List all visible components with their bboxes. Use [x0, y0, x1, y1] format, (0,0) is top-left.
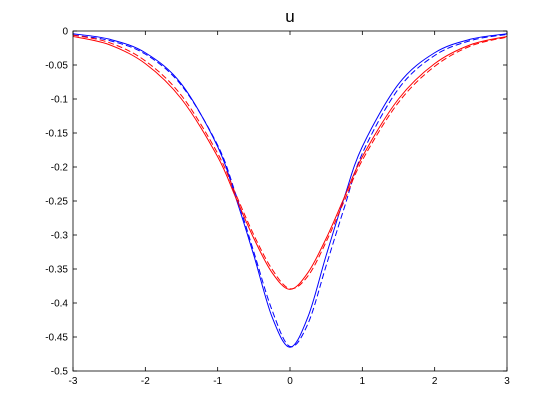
series-line-3: [72, 34, 508, 290]
y-tick-label: -0.2: [51, 163, 69, 174]
x-tick-label: 1: [360, 376, 366, 387]
y-tick-label: -0.3: [51, 231, 69, 242]
y-tick-label: 0: [62, 27, 68, 38]
x-axis-ticks: -3 -2 -1 0 1 2 3: [69, 31, 510, 387]
y-tick-label: -0.25: [45, 197, 68, 208]
y-tick-label: -0.45: [45, 333, 68, 344]
series-line-2: [72, 35, 508, 290]
y-tick-label: -0.1: [51, 95, 69, 106]
x-tick-label: -2: [141, 376, 150, 387]
plot-background: [73, 31, 507, 371]
y-tick-label: -0.4: [51, 299, 69, 310]
x-tick-label: 3: [504, 376, 510, 387]
y-axis-ticks: 0 -0.05 -0.1 -0.15 -0.2 -0.25 -0.3 -0.35 -0.4 -0.…: [45, 27, 507, 378]
x-tick-label: 2: [432, 376, 438, 387]
chart-title: u: [285, 7, 294, 26]
x-tick-label: 0: [287, 376, 293, 387]
y-tick-label: -0.35: [45, 265, 68, 276]
y-tick-label: -0.5: [51, 367, 69, 378]
series-line-1: [72, 33, 508, 348]
series-layer: [72, 33, 508, 348]
y-tick-label: -0.05: [45, 61, 68, 72]
series-line-0: [72, 33, 508, 348]
x-tick-label: -3: [69, 376, 78, 387]
x-tick-label: -1: [213, 376, 222, 387]
y-tick-label: -0.15: [45, 129, 68, 140]
